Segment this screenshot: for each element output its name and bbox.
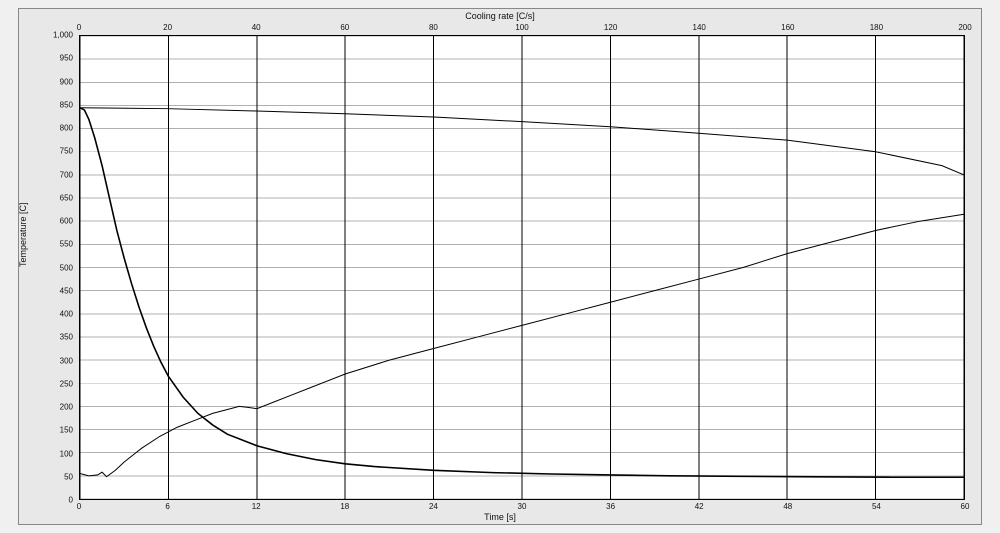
ytick-label: 750 (60, 147, 73, 156)
xtick-bottom-label: 12 (252, 502, 261, 511)
ytick-label: 450 (60, 286, 73, 295)
ytick-label: 950 (60, 54, 73, 63)
ytick-label: 850 (60, 100, 73, 109)
ytick-label: 350 (60, 333, 73, 342)
ytick-label: 550 (60, 240, 73, 249)
ytick-label: 150 (60, 426, 73, 435)
ytick-label: 300 (60, 356, 73, 365)
xtick-top-label: 40 (252, 23, 261, 32)
ytick-label: 1,000 (53, 31, 73, 40)
xtick-top-label: 160 (781, 23, 794, 32)
xtick-bottom-label: 6 (165, 502, 169, 511)
ytick-label: 650 (60, 193, 73, 202)
xtick-bottom-label: 24 (429, 502, 438, 511)
ytick-label: 100 (60, 449, 73, 458)
ytick-label: 500 (60, 263, 73, 272)
xtick-top-label: 120 (604, 23, 617, 32)
xtick-top-label: 20 (163, 23, 172, 32)
xtick-bottom-label: 30 (518, 502, 527, 511)
plot-area (79, 35, 965, 500)
ytick-label: 800 (60, 124, 73, 133)
xtick-top-label: 180 (870, 23, 883, 32)
xtick-top-label: 200 (958, 23, 971, 32)
xtick-bottom-label: 60 (961, 502, 970, 511)
chart-wrap: Cooling rate [C/s] Time [s] Temperature … (19, 9, 981, 524)
axis-title-left: Temperature [C] (18, 202, 28, 267)
xtick-bottom-label: 36 (606, 502, 615, 511)
xtick-bottom-label: 0 (77, 502, 81, 511)
xtick-bottom-label: 42 (695, 502, 704, 511)
xtick-bottom-label: 54 (872, 502, 881, 511)
ytick-label: 700 (60, 170, 73, 179)
ytick-label: 50 (64, 472, 73, 481)
xtick-top-label: 100 (515, 23, 528, 32)
ytick-label: 250 (60, 379, 73, 388)
xtick-top-label: 80 (429, 23, 438, 32)
ytick-label: 0 (69, 496, 73, 505)
ytick-label: 200 (60, 403, 73, 412)
xtick-top-label: 140 (693, 23, 706, 32)
axis-title-bottom: Time [s] (19, 512, 981, 522)
ytick-label: 600 (60, 217, 73, 226)
xtick-top-label: 0 (77, 23, 81, 32)
ytick-label: 400 (60, 310, 73, 319)
xtick-bottom-label: 18 (340, 502, 349, 511)
xtick-bottom-label: 48 (783, 502, 792, 511)
chart-frame: Cooling rate [C/s] Time [s] Temperature … (18, 8, 982, 525)
plot-svg (80, 36, 964, 499)
xtick-top-label: 60 (340, 23, 349, 32)
ytick-label: 900 (60, 77, 73, 86)
axis-title-top: Cooling rate [C/s] (19, 11, 981, 21)
